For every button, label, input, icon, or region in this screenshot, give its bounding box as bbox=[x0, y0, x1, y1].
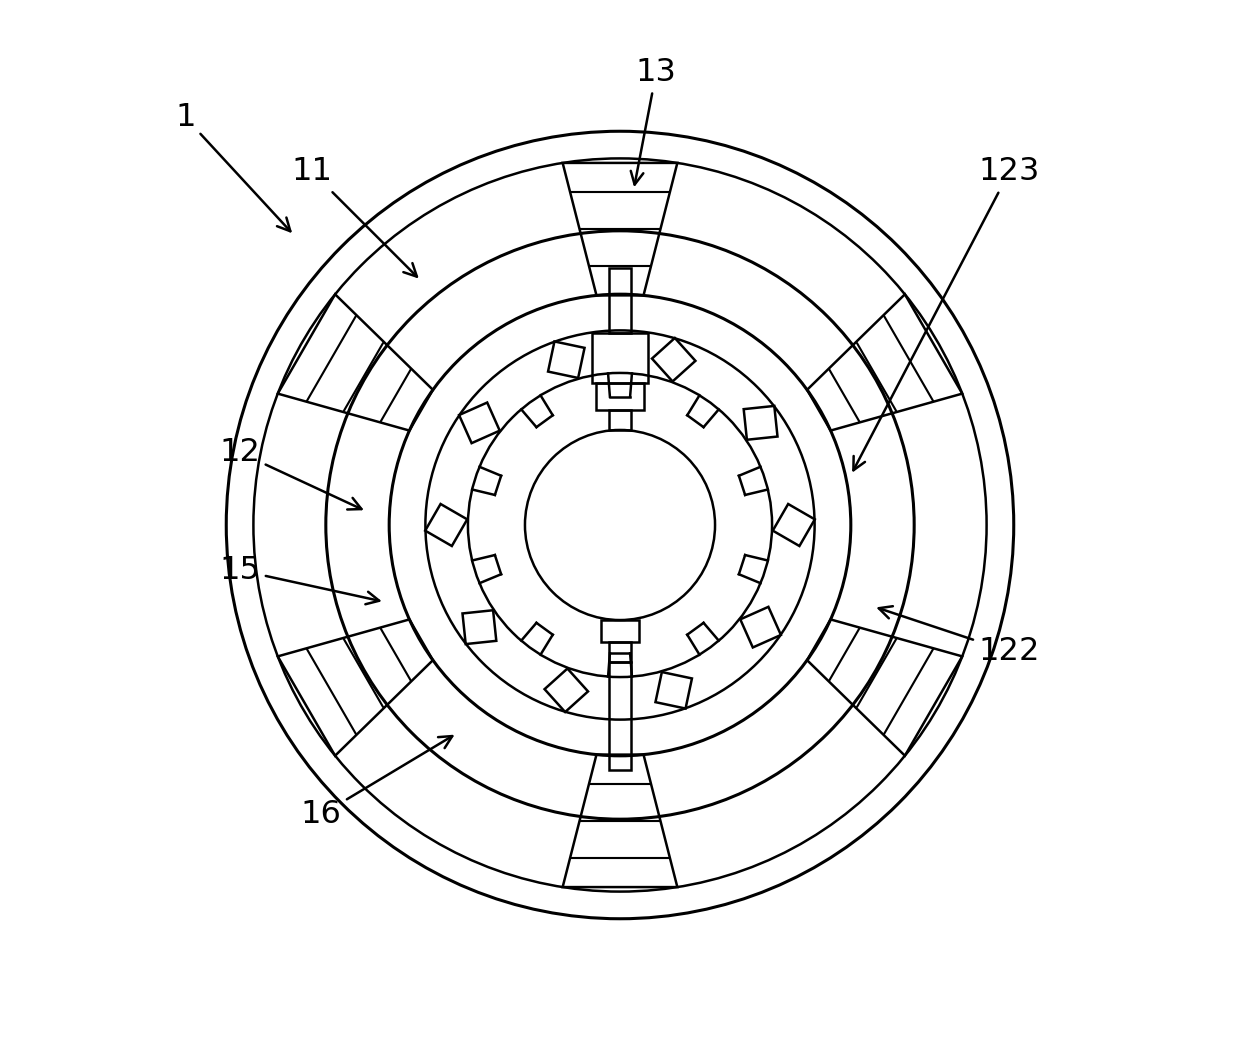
Text: 1: 1 bbox=[175, 102, 290, 231]
Text: 13: 13 bbox=[631, 57, 677, 185]
Text: 123: 123 bbox=[853, 156, 1040, 470]
Bar bbox=[591, 333, 649, 383]
Bar bbox=[609, 268, 631, 333]
Text: 15: 15 bbox=[219, 554, 379, 604]
Bar bbox=[596, 383, 644, 411]
Bar bbox=[609, 411, 631, 429]
Bar bbox=[609, 642, 631, 662]
Text: 12: 12 bbox=[219, 437, 362, 509]
Text: 16: 16 bbox=[301, 736, 453, 831]
Bar bbox=[609, 662, 631, 771]
Bar bbox=[601, 621, 639, 642]
Text: 122: 122 bbox=[879, 606, 1040, 667]
Text: 11: 11 bbox=[291, 156, 417, 276]
